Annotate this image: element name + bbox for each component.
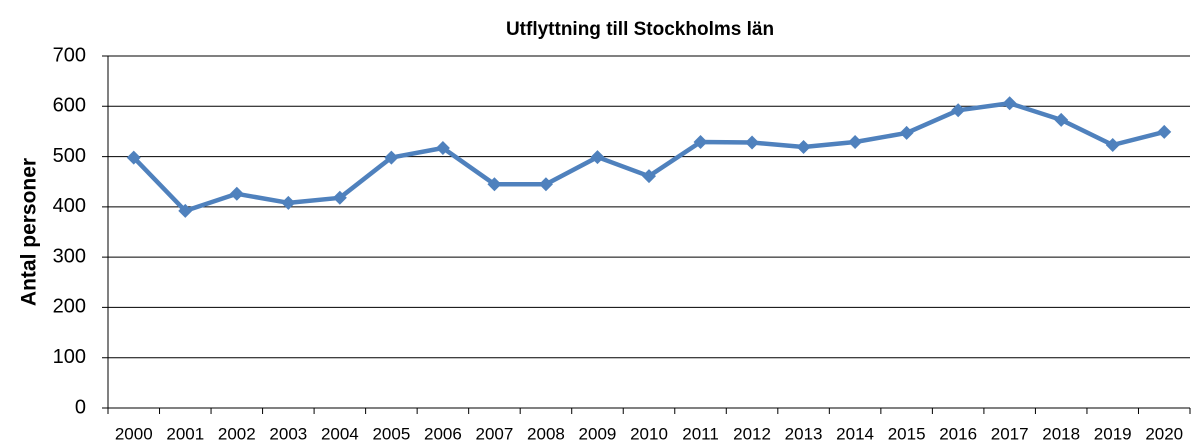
x-tick-label: 2002 — [218, 424, 256, 443]
x-tick-label: 2001 — [166, 424, 204, 443]
data-point — [1157, 124, 1172, 139]
data-point — [538, 177, 553, 192]
data-point — [1105, 138, 1120, 153]
x-tick-label: 2006 — [424, 424, 462, 443]
data-point — [745, 135, 760, 150]
data-point — [899, 125, 914, 140]
data-point — [126, 150, 141, 165]
y-axis-label: Antal personer — [18, 158, 41, 306]
data-point — [229, 186, 244, 201]
data-point — [384, 150, 399, 165]
x-tick-label: 2000 — [115, 424, 153, 443]
x-tick-label: 2016 — [939, 424, 977, 443]
data-point — [1002, 96, 1017, 111]
x-tick-label: 2010 — [630, 424, 668, 443]
data-point — [848, 134, 863, 149]
data-point — [796, 140, 811, 155]
data-line — [132, 101, 1165, 214]
y-tick-label: 100 — [53, 346, 86, 368]
y-tick-label: 300 — [53, 245, 86, 267]
y-tick-label: 700 — [53, 44, 86, 66]
data-point — [693, 134, 708, 149]
y-tick-label: 200 — [53, 296, 86, 318]
data-point — [487, 177, 502, 192]
y-tick-label: 500 — [53, 145, 86, 167]
y-tick-label: 400 — [53, 195, 86, 217]
x-tick-label: 2019 — [1094, 424, 1132, 443]
x-tick-label: 2017 — [991, 424, 1029, 443]
data-point — [281, 195, 296, 210]
x-tick-label: 2014 — [836, 424, 874, 443]
x-tick-label: 2018 — [1042, 424, 1080, 443]
data-point — [178, 203, 193, 218]
y-tick-label: 600 — [53, 95, 86, 117]
x-tick-label: 2005 — [372, 424, 410, 443]
x-tick-label: 2007 — [476, 424, 514, 443]
data-point — [332, 190, 347, 205]
x-tick-label: 2013 — [785, 424, 823, 443]
x-tick-label: 2011 — [682, 424, 719, 443]
x-tick-label: 2004 — [321, 424, 359, 443]
x-tick-label: 2008 — [527, 424, 565, 443]
x-tick-label: 2009 — [579, 424, 617, 443]
y-tick-label: 0 — [75, 396, 86, 418]
data-point — [1054, 112, 1069, 127]
x-tick-label: 2020 — [1145, 424, 1183, 443]
data-point — [435, 141, 450, 156]
data-point — [642, 169, 656, 184]
data-point — [590, 150, 605, 165]
data-point — [951, 103, 966, 118]
x-tick-label: 2012 — [733, 424, 771, 443]
chart-title: Utflyttning till Stockholms län — [506, 19, 774, 40]
x-tick-label: 2003 — [269, 424, 307, 443]
x-tick-label: 2015 — [888, 424, 926, 443]
